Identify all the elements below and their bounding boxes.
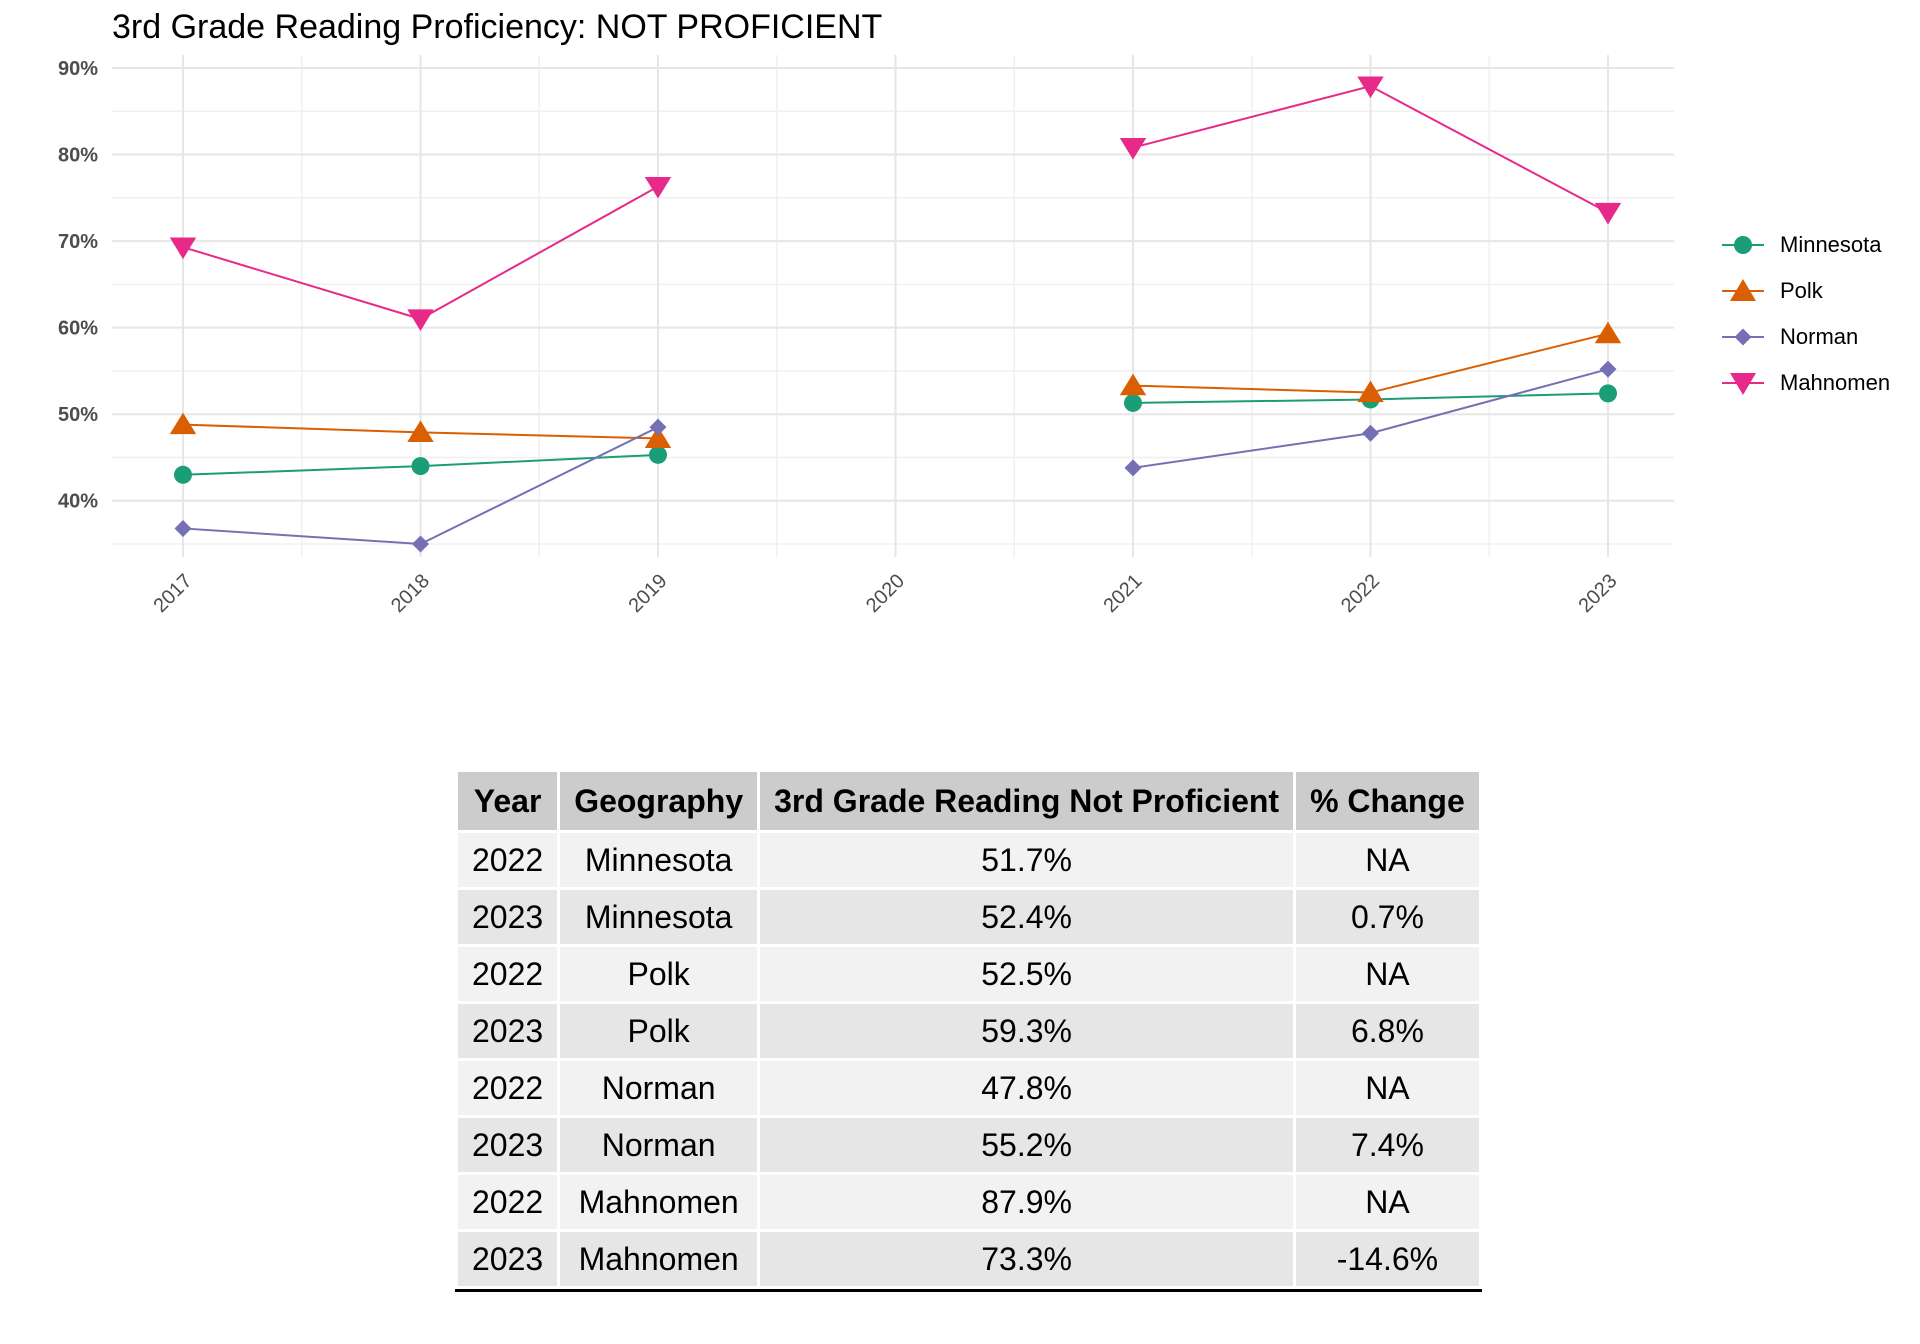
data-point-polk xyxy=(1594,321,1622,344)
column-header-not-proficient: 3rd Grade Reading Not Proficient xyxy=(760,772,1294,830)
table-row: 2022 Minnesota 51.7% NA xyxy=(458,833,1479,887)
data-table: Year Geography 3rd Grade Reading Not Pro… xyxy=(455,769,1482,1289)
table-row: 2023 Mahnomen 73.3% -14.6% xyxy=(458,1232,1479,1286)
cell-geography: Mahnomen xyxy=(560,1232,758,1286)
legend-key-norman xyxy=(1722,328,1764,346)
cell-change: 0.7% xyxy=(1296,890,1479,944)
cell-value: 52.5% xyxy=(760,947,1294,1001)
y-tick-label: 90% xyxy=(58,58,98,80)
cell-value: 47.8% xyxy=(760,1061,1294,1115)
data-point-polk xyxy=(644,426,672,449)
legend-label-norman: Norman xyxy=(1780,324,1859,349)
data-point-polk xyxy=(169,412,197,435)
column-header-year: Year xyxy=(458,772,558,830)
cell-value: 55.2% xyxy=(760,1118,1294,1172)
cell-year: 2023 xyxy=(458,890,558,944)
x-tick-label: 2020 xyxy=(862,570,909,617)
x-tick-label: 2017 xyxy=(150,570,197,617)
legend-label-mahnomen: Mahnomen xyxy=(1780,370,1891,395)
cell-change: NA xyxy=(1296,947,1479,1001)
cell-value: 73.3% xyxy=(760,1232,1294,1286)
cell-geography: Polk xyxy=(560,1004,758,1058)
legend-label-polk: Polk xyxy=(1780,278,1823,303)
legend-item-norman: Norman xyxy=(1720,314,1890,360)
legend-item-minnesota: Minnesota xyxy=(1720,222,1890,268)
data-point-minnesota xyxy=(1599,384,1617,403)
cell-year: 2023 xyxy=(458,1232,558,1286)
cell-year: 2022 xyxy=(458,947,558,1001)
data-point-minnesota xyxy=(1124,393,1142,412)
x-tick-label: 2019 xyxy=(625,570,672,617)
y-tick-label: 40% xyxy=(58,491,98,513)
data-point-norman xyxy=(1362,424,1379,442)
cell-year: 2022 xyxy=(458,1061,558,1115)
cell-year: 2023 xyxy=(458,1004,558,1058)
cell-geography: Minnesota xyxy=(560,890,758,944)
cell-change: 6.8% xyxy=(1296,1004,1479,1058)
data-point-norman xyxy=(1124,459,1142,477)
legend-label-minnesota: Minnesota xyxy=(1780,232,1882,257)
table-row: 2023 Polk 59.3% 6.8% xyxy=(458,1004,1479,1058)
cell-year: 2023 xyxy=(458,1118,558,1172)
data-point-minnesota xyxy=(411,457,430,476)
y-tick-label: 70% xyxy=(58,231,98,253)
chart-legend: Minnesota Polk Norman Mahnomen xyxy=(1720,222,1890,406)
chart-title: 3rd Grade Reading Proficiency: NOT PROFI… xyxy=(112,8,883,46)
data-point-polk xyxy=(407,420,434,442)
legend-item-mahnomen: Mahnomen xyxy=(1720,360,1890,406)
x-tick-label: 2023 xyxy=(1575,570,1622,617)
data-point-minnesota xyxy=(174,465,192,484)
data-point-mahnomen xyxy=(1119,138,1147,160)
cell-change: NA xyxy=(1296,1175,1479,1229)
data-point-norman xyxy=(1599,360,1617,378)
table-row: 2022 Norman 47.8% NA xyxy=(458,1061,1479,1115)
table-row: 2023 Minnesota 52.4% 0.7% xyxy=(458,890,1479,944)
data-point-mahnomen xyxy=(1357,76,1384,99)
x-tick-label: 2018 xyxy=(387,570,434,617)
cell-value: 59.3% xyxy=(760,1004,1294,1058)
cell-change: 7.4% xyxy=(1296,1118,1479,1172)
data-point-norman xyxy=(649,418,667,436)
cell-change: NA xyxy=(1296,1061,1479,1115)
data-point-mahnomen xyxy=(169,237,197,260)
column-header-geography: Geography xyxy=(560,772,758,830)
data-point-mahnomen xyxy=(407,309,434,331)
cell-value: 51.7% xyxy=(760,833,1294,887)
cell-geography: Norman xyxy=(560,1118,758,1172)
column-header-pct-change: % Change xyxy=(1296,772,1479,830)
data-point-polk xyxy=(1357,380,1384,403)
data-point-mahnomen xyxy=(644,176,672,199)
x-tick-label: 2021 xyxy=(1100,570,1147,617)
cell-value: 87.9% xyxy=(760,1175,1294,1229)
cell-year: 2022 xyxy=(458,833,558,887)
data-point-minnesota xyxy=(649,445,667,464)
line-chart: 40% 50% 60% 70% 80% 90% 2017 2018 2019 2020 2021 20… xyxy=(58,55,1674,617)
table-header-row: Year Geography 3rd Grade Reading Not Pro… xyxy=(458,772,1479,830)
table-row: 2022 Mahnomen 87.9% NA xyxy=(458,1175,1479,1229)
legend-key-mahnomen xyxy=(1722,373,1764,395)
legend-key-polk xyxy=(1722,279,1764,301)
data-point-polk xyxy=(1119,373,1147,396)
y-tick-label: 60% xyxy=(58,318,98,340)
cell-year: 2022 xyxy=(458,1175,558,1229)
y-tick-label: 80% xyxy=(58,145,98,167)
data-table-container: Year Geography 3rd Grade Reading Not Pro… xyxy=(455,769,1482,1292)
data-point-norman xyxy=(412,535,429,553)
cell-change: NA xyxy=(1296,833,1479,887)
cell-geography: Norman xyxy=(560,1061,758,1115)
cell-change: -14.6% xyxy=(1296,1232,1479,1286)
y-tick-label: 50% xyxy=(58,404,98,426)
x-tick-label: 2022 xyxy=(1337,570,1384,617)
cell-geography: Minnesota xyxy=(560,833,758,887)
data-point-mahnomen xyxy=(1594,202,1622,225)
legend-key-minnesota xyxy=(1722,236,1764,254)
table-row: 2023 Norman 55.2% 7.4% xyxy=(458,1118,1479,1172)
legend-item-polk: Polk xyxy=(1720,268,1890,314)
data-point-norman xyxy=(174,519,192,537)
cell-value: 52.4% xyxy=(760,890,1294,944)
cell-geography: Mahnomen xyxy=(560,1175,758,1229)
table-bottom-rule xyxy=(455,1289,1482,1292)
table-row: 2022 Polk 52.5% NA xyxy=(458,947,1479,1001)
cell-geography: Polk xyxy=(560,947,758,1001)
